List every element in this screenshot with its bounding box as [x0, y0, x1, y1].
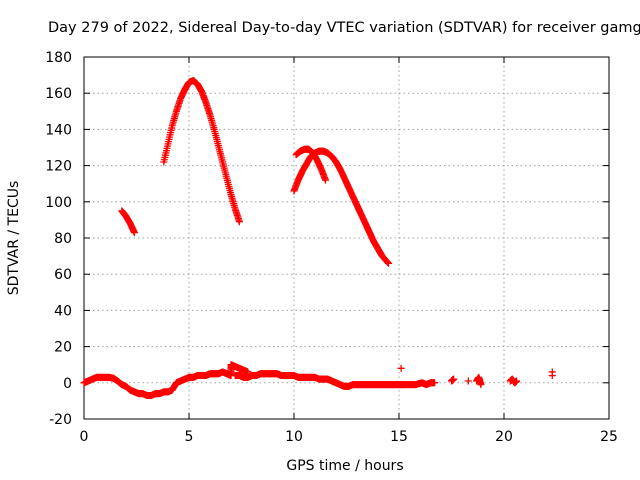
y-axis-label: SDTVAR / TECUs [6, 181, 22, 296]
series-outliers [397, 364, 556, 380]
x-axis: 0 5 10 15 20 25 [80, 57, 618, 445]
y-tick-label: 100 [45, 195, 72, 211]
data-point [385, 259, 392, 267]
x-axis-label: GPS time / hours [286, 458, 403, 474]
y-tick-label: 180 [45, 50, 72, 66]
x-tick-label: 15 [390, 429, 408, 445]
data-point [322, 176, 329, 184]
y-tick-label: -20 [49, 412, 72, 428]
data-point [477, 381, 485, 389]
data-point [431, 379, 439, 387]
x-tick-label: 0 [80, 429, 89, 445]
x-tick-label: 5 [185, 429, 194, 445]
x-tick-label: 10 [285, 429, 303, 445]
data-point [464, 377, 472, 385]
y-tick-label: 160 [45, 86, 72, 102]
chart-title: Day 279 of 2022, Sidereal Day-to-day VTE… [48, 20, 640, 36]
data-point [384, 258, 392, 266]
grid [84, 57, 609, 419]
y-tick-label: 60 [54, 267, 72, 283]
series-arc-1 [118, 207, 138, 237]
y-tick-label: 20 [54, 340, 72, 356]
y-tick-label: 120 [45, 159, 72, 175]
data-point [548, 372, 556, 380]
y-tick-label: 80 [54, 231, 72, 247]
series-baseline [80, 361, 521, 399]
data-point [235, 218, 243, 226]
data-marks [80, 77, 556, 399]
data-point [130, 229, 138, 237]
x-tick-label: 25 [600, 429, 618, 445]
data-point [397, 364, 405, 372]
x-tick-label: 20 [495, 429, 513, 445]
data-point [513, 377, 521, 385]
series-arc-2 [160, 77, 243, 226]
series-arc-4 [290, 147, 392, 267]
y-axis: -20 0 20 40 60 80 100 120 140 160 180 [45, 50, 609, 428]
y-tick-label: 40 [54, 303, 72, 319]
y-tick-label: 0 [63, 376, 72, 392]
data-point [450, 375, 458, 383]
y-tick-label: 140 [45, 122, 72, 138]
